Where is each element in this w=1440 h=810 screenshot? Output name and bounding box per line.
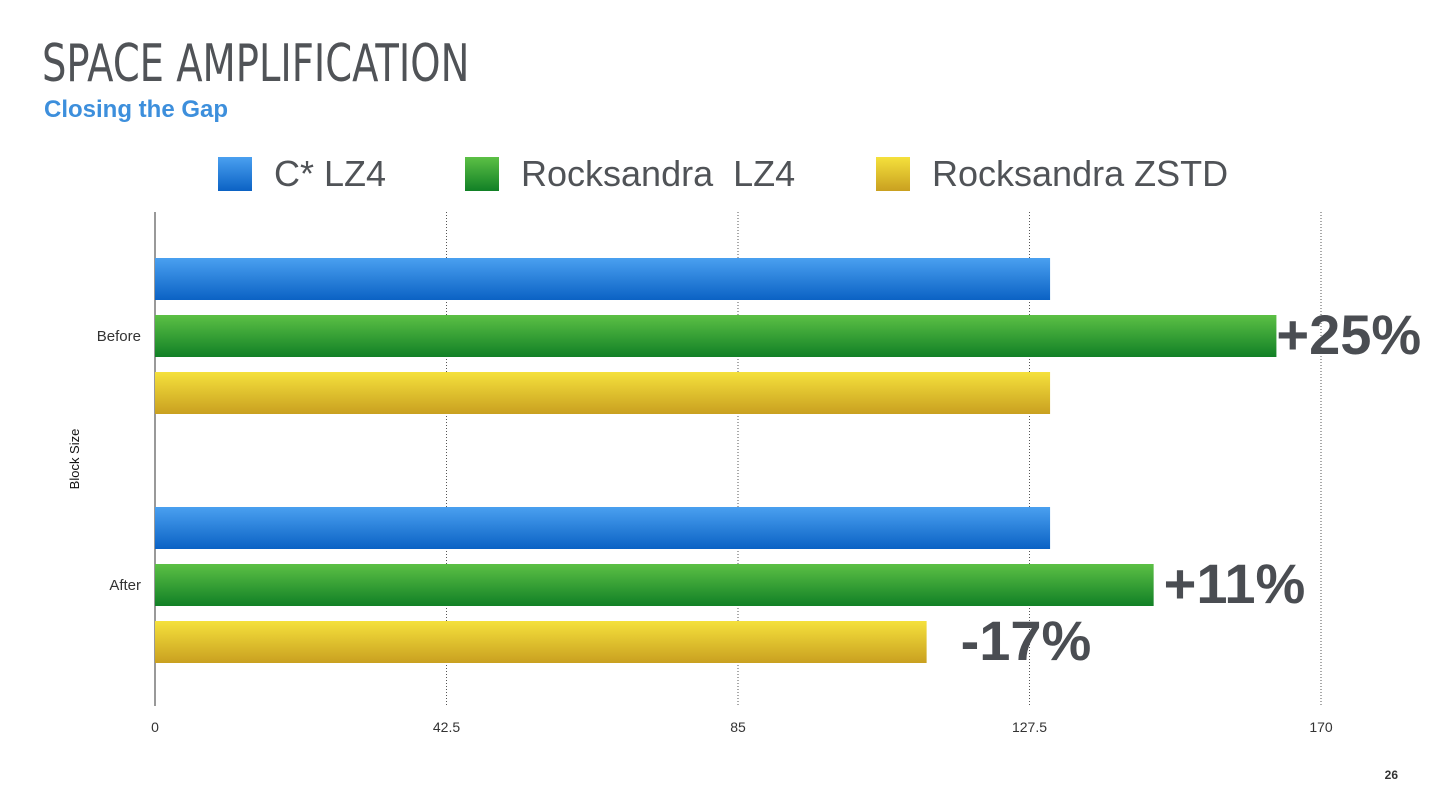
- y-tick-label: After: [109, 577, 141, 594]
- bar: [155, 372, 1051, 414]
- data-annotation: +25%: [1276, 303, 1421, 366]
- legend-item-rocksandra-lz4: Rocksandra LZ4: [465, 152, 795, 196]
- bars: [155, 258, 1277, 663]
- bar: [155, 564, 1154, 606]
- slide-subtitle: Closing the Gap: [44, 96, 229, 123]
- y-axis-label: Block Size: [67, 429, 82, 490]
- legend-swatch-c-lz4: [218, 157, 252, 191]
- x-tick-label: 42.5: [433, 719, 460, 735]
- legend-item-c-lz4: C* LZ4: [218, 152, 386, 196]
- x-tick-label: 170: [1309, 719, 1333, 735]
- chart-legend: C* LZ4 Rocksandra LZ4 Rocksandra ZSTD: [0, 152, 1440, 196]
- legend-swatch-rocksandra-lz4: [465, 157, 499, 191]
- legend-label-rocksandra-zstd: Rocksandra ZSTD: [932, 153, 1229, 194]
- legend-item-rocksandra-zstd: Rocksandra ZSTD: [876, 152, 1228, 196]
- bar: [155, 258, 1051, 300]
- x-tick-label: 0: [151, 719, 159, 735]
- x-tick-label: 127.5: [1012, 719, 1047, 735]
- data-annotation: -17%: [961, 609, 1092, 672]
- bar: [155, 315, 1277, 357]
- x-tick-label: 85: [730, 719, 746, 735]
- legend-label-rocksandra-lz4: Rocksandra LZ4: [521, 153, 796, 194]
- slide-title: SPACE AMPLIFICATION: [42, 34, 470, 94]
- data-annotation: +11%: [1164, 552, 1306, 615]
- bar: [155, 507, 1051, 549]
- page-number: 26: [1384, 768, 1398, 782]
- legend-swatch-rocksandra-zstd: [876, 157, 910, 191]
- y-tick-label: Before: [97, 328, 141, 345]
- legend-label-c-lz4: C* LZ4: [274, 153, 387, 194]
- bar: [155, 621, 927, 663]
- labels: 0 42.5 85 127.5 170 Before After +25% +11% -17%: [97, 303, 1421, 735]
